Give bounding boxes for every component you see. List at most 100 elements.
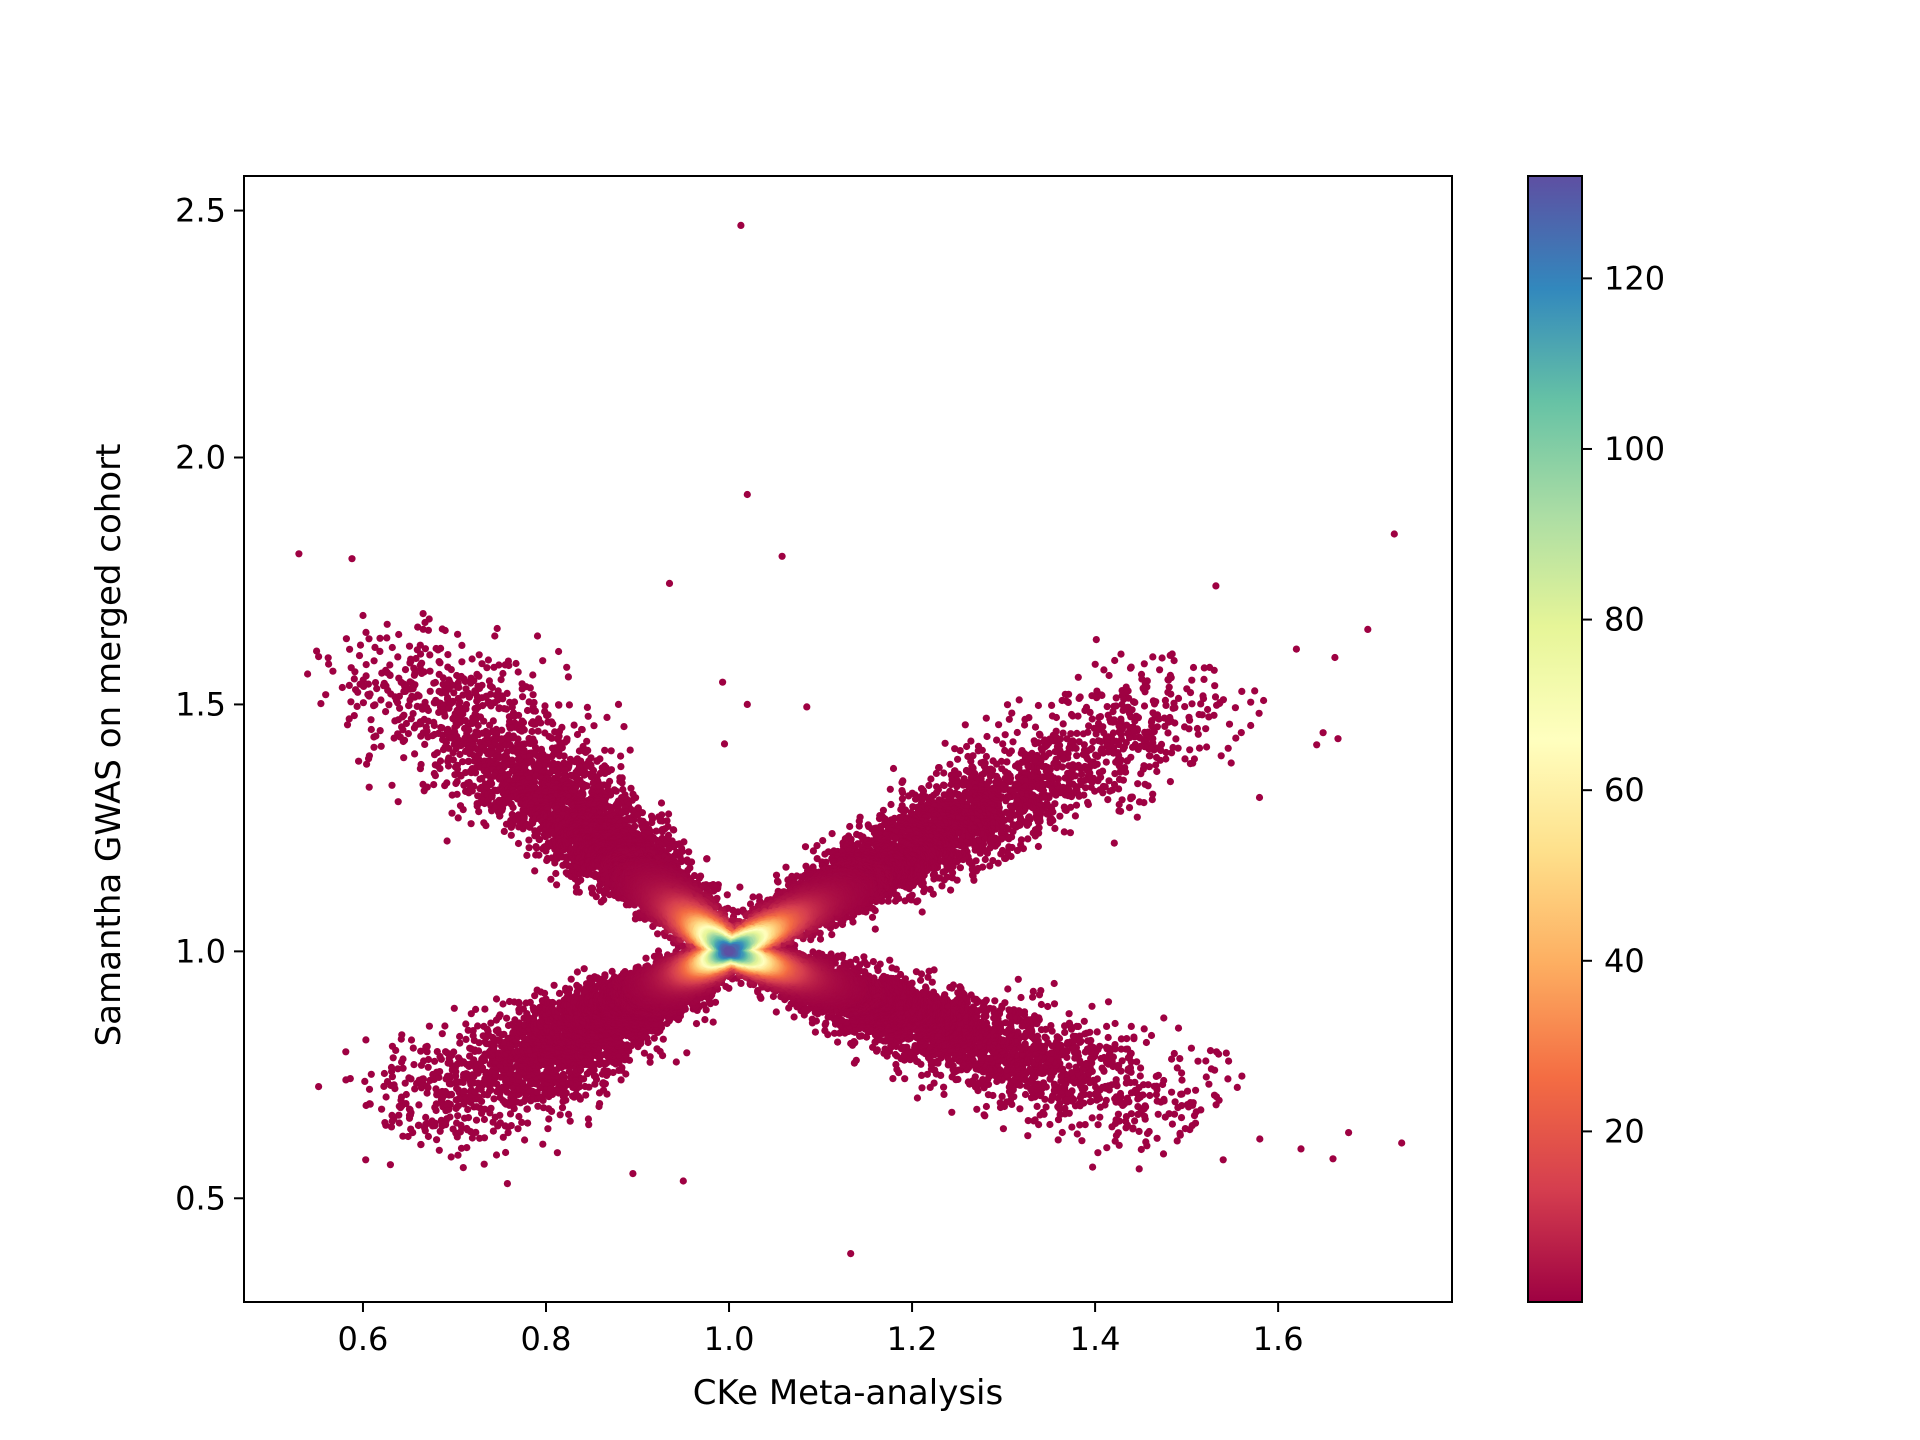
scatter-point [942,740,949,747]
scatter-point [503,706,510,713]
scatter-point [1052,792,1059,799]
scatter-point [1103,1044,1110,1051]
scatter-point [347,698,354,705]
scatter-point [539,1141,546,1148]
scatter-point [1053,714,1060,721]
scatter-point [456,1033,463,1040]
scatter-point [403,720,410,727]
scatter-point [1178,1114,1185,1121]
scatter-point [1067,829,1074,836]
scatter-point [1320,729,1327,736]
scatter-point [1099,1065,1106,1072]
scatter-point [1177,1091,1184,1098]
scatter-point [473,1103,480,1110]
scatter-point [972,1073,979,1080]
scatter-point [411,672,418,679]
scatter-point [1051,825,1058,832]
scatter-point [1093,694,1100,701]
scatter-point [436,1068,443,1075]
scatter-point [424,1043,431,1050]
scatter-point [1160,1096,1167,1103]
scatter-point [914,1094,921,1101]
scatter-point [563,664,570,671]
scatter-point [1190,664,1197,671]
scatter-point [1141,702,1148,709]
scatter-point [1181,703,1188,710]
scatter-point [1095,714,1102,721]
scatter-point [983,733,990,740]
scatter-point [411,724,418,731]
scatter-point [948,1109,955,1116]
scatter-point [989,857,996,864]
scatter-point [1073,752,1080,759]
scatter-point [1225,1058,1232,1065]
scatter-point [371,657,378,664]
scatter-point [1202,725,1209,732]
scatter-point [554,1149,561,1156]
scatter-point [530,721,537,728]
scatter-point [351,712,358,719]
scatter-point [620,723,627,730]
scatter-point [515,840,522,847]
scatter-point [411,750,418,757]
scatter-point [1134,780,1141,787]
scatter-point [451,1005,458,1012]
scatter-point [1125,1054,1132,1061]
scatter-point [1089,1114,1096,1121]
scatter-point [581,1083,588,1090]
scatter-point [378,743,385,750]
scatter-point [410,685,417,692]
scatter-point [1089,1164,1096,1171]
scatter-point [429,1117,436,1124]
scatter-point [1105,1034,1112,1041]
scatter-point [1188,1045,1195,1052]
scatter-point [585,713,592,720]
scatter-point [1103,1144,1110,1151]
scatter-point [472,1129,479,1136]
scatter-point [395,798,402,805]
scatter-point [422,645,429,652]
scatter-point [1186,746,1193,753]
scatter-point [436,765,443,772]
scatter-point [990,1014,997,1021]
scatter-point [600,1087,607,1094]
scatter-point [1054,1033,1061,1040]
scatter-point [421,619,428,626]
scatter-point [1097,1104,1104,1111]
scatter-point [339,684,346,691]
scatter-point [503,1015,510,1022]
scatter-point [557,1111,564,1118]
scatter-point [617,753,624,760]
scatter-point [889,1075,896,1082]
scatter-point [1004,985,1011,992]
scatter-point [465,1114,472,1121]
scatter-point [1123,1113,1130,1120]
scatter-point [499,670,506,677]
scatter-point [450,1126,457,1133]
scatter-point [382,708,389,715]
scatter-point [448,810,455,817]
scatter-point [561,752,568,759]
scatter-point [482,822,489,829]
scatter-point [1036,991,1043,998]
scatter-point [594,758,601,765]
scatter-point [912,796,919,803]
scatter-point [565,1111,572,1118]
scatter-point [1238,1073,1245,1080]
scatter-point [603,714,610,721]
scatter-point [887,786,894,793]
scatter-point [436,659,443,666]
scatter-point [1078,1092,1085,1099]
scatter-point [366,1086,373,1093]
scatter-point [543,712,550,719]
scatter-point [1178,1077,1185,1084]
scatter-point [1062,806,1069,813]
scatter-point [508,832,515,839]
scatter-point [418,670,425,677]
scatter-point [1088,1003,1095,1010]
scatter-point [1112,1020,1119,1027]
scatter-point [1167,691,1174,698]
scatter-point [555,702,562,709]
scatter-point [887,801,894,808]
scatter-point [493,1080,500,1087]
